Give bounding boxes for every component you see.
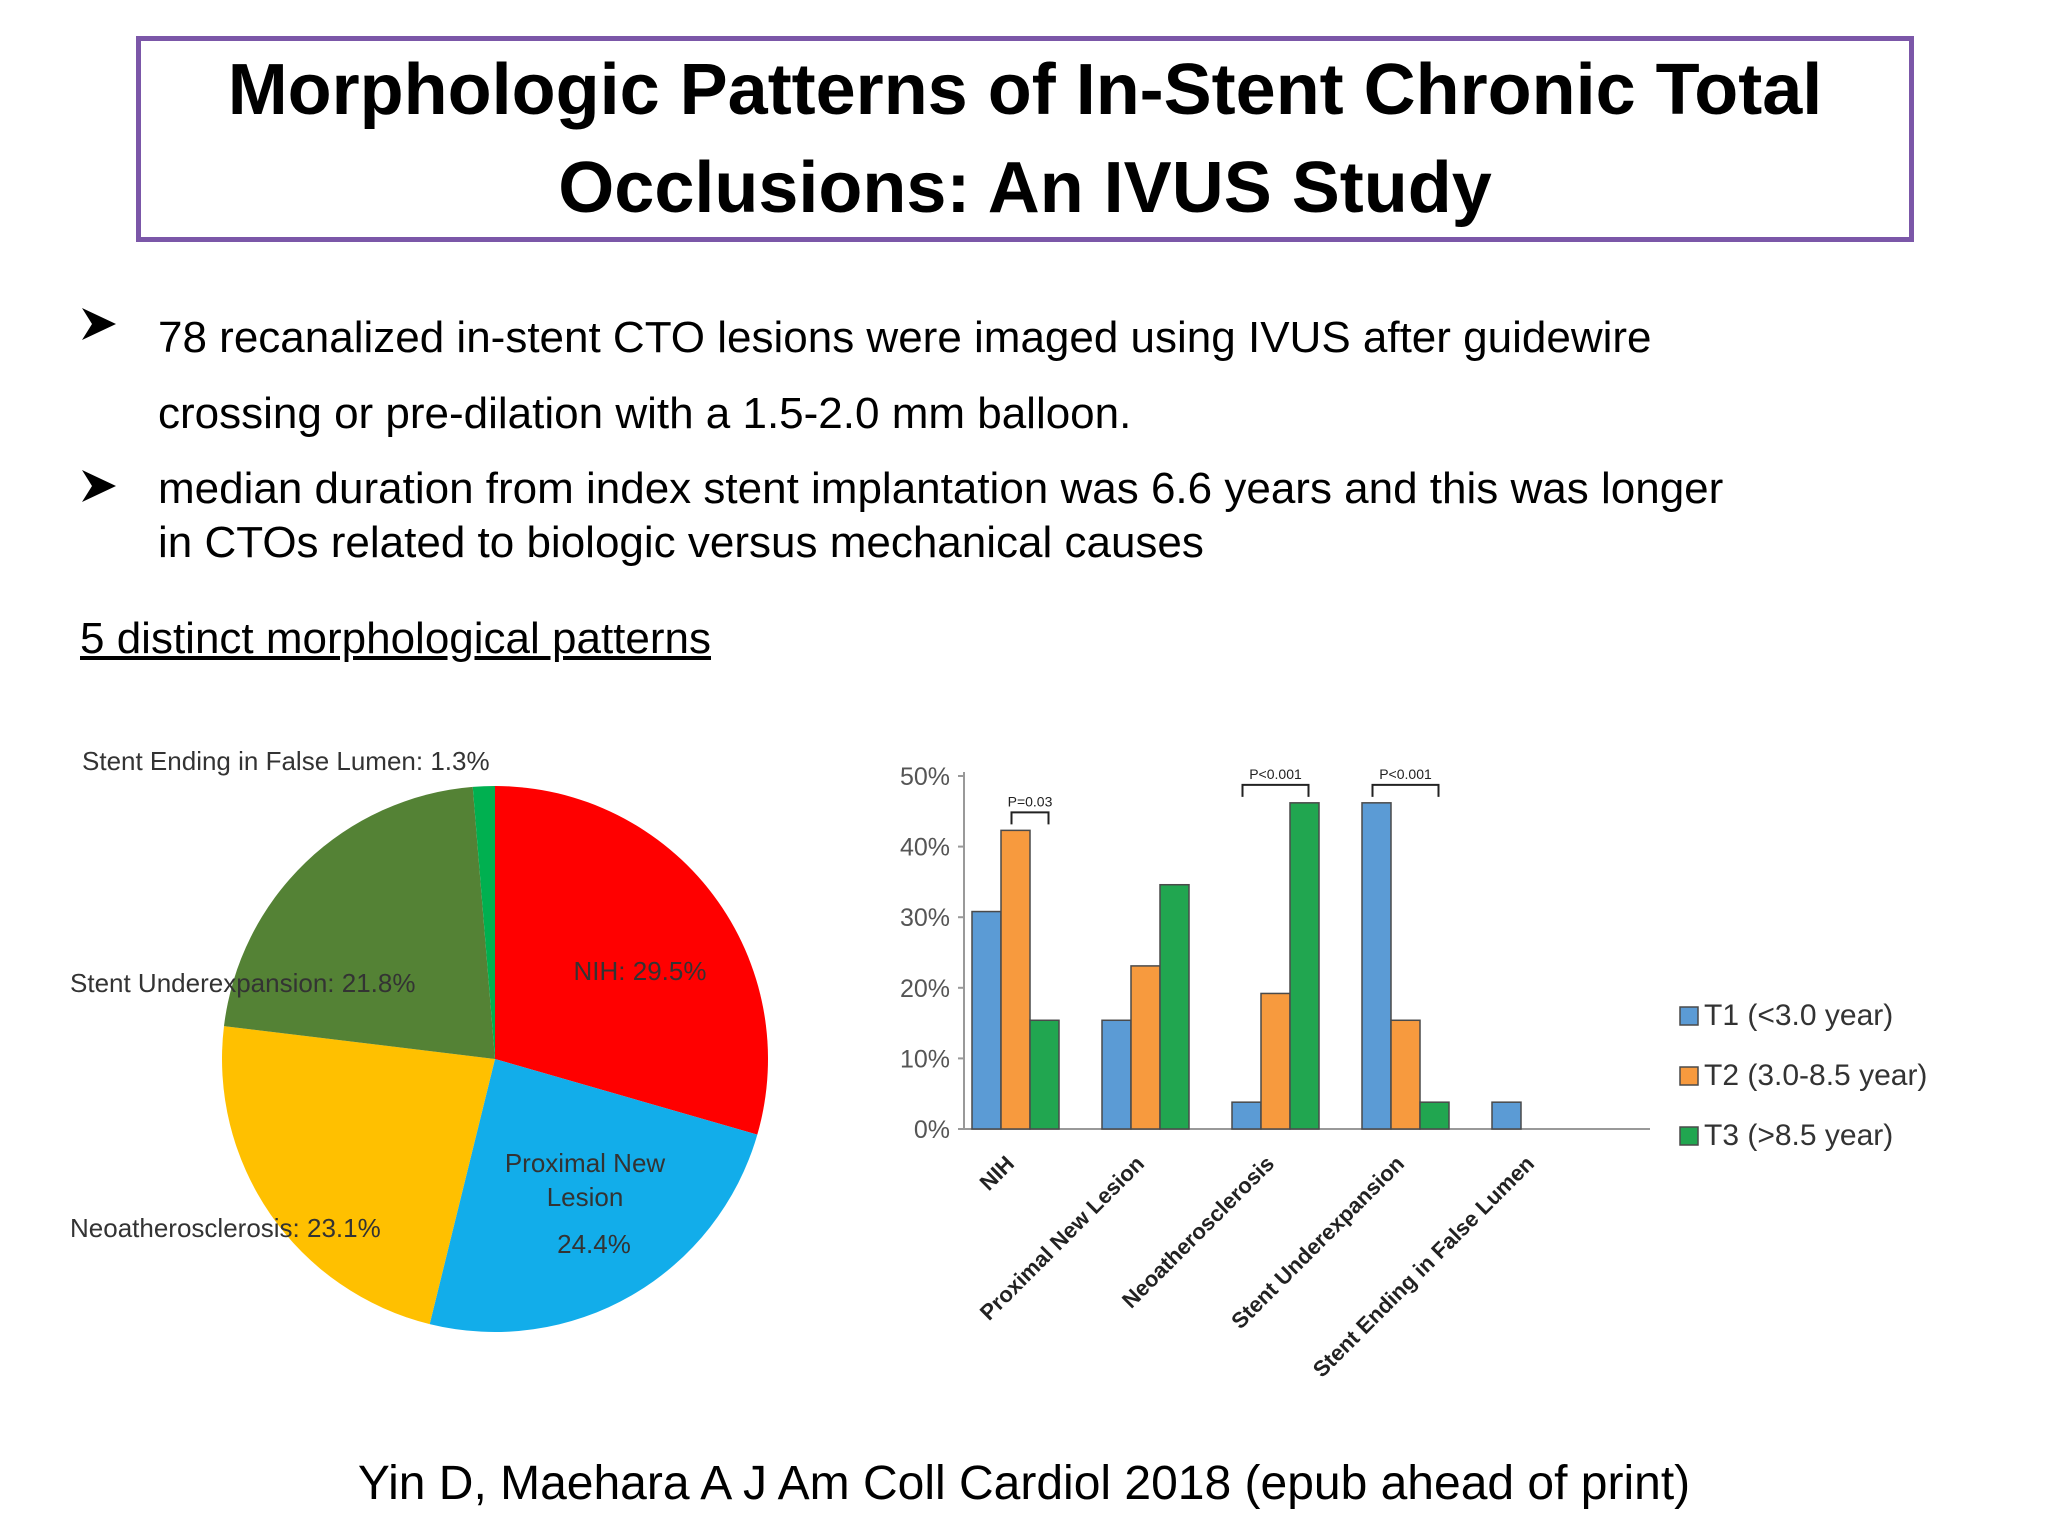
bullet-text-line: crossing or pre-dilation with a 1.5-2.0 … <box>158 389 1132 438</box>
pie-slice <box>495 786 769 1135</box>
significance-label: P<0.001 <box>1249 766 1302 782</box>
pie-slice <box>429 1059 758 1332</box>
slice-label-underexpansion: Stent Underexpansion: 21.8% <box>70 968 415 998</box>
significance-label: P<0.001 <box>1379 766 1432 782</box>
pie-chart: NIH: 29.5% Proximal New Lesion 24.4% Neoathe… <box>70 746 769 1332</box>
bar <box>1231 1101 1262 1130</box>
bar <box>1289 802 1320 1130</box>
bar <box>1029 1019 1060 1130</box>
significance-bracket <box>1010 811 1050 825</box>
slice-label-proximal-line2: Lesion <box>547 1182 624 1212</box>
pie-slice <box>221 1026 495 1325</box>
legend-label: T3 (>8.5 year) <box>1704 1119 1893 1152</box>
legend-swatch <box>1679 1066 1699 1086</box>
bar <box>1130 965 1161 1130</box>
legend-swatch <box>1679 1126 1699 1146</box>
slide-title-line-1: Morphologic Patterns of In-Stent Chronic… <box>227 50 1823 130</box>
significance-bracket <box>1241 783 1310 797</box>
bullet-text-line: median duration from index stent implant… <box>158 464 1724 513</box>
arrowhead-bullet-icon <box>82 470 116 502</box>
bar <box>1000 829 1031 1130</box>
y-tick-label: 10% <box>900 1045 950 1073</box>
bullet-text-line: in CTOs related to biologic versus mecha… <box>158 518 1204 567</box>
pie-slice <box>223 786 495 1059</box>
y-tick-label: 20% <box>900 975 950 1003</box>
citation: Yin D, Maehara A J Am Coll Cardiol 2018 … <box>357 1457 1691 1510</box>
x-tick-label: NIH <box>975 1151 1019 1195</box>
significance-label: P=0.03 <box>1008 793 1053 809</box>
slice-value-proximal: 24.4% <box>557 1229 631 1259</box>
bar <box>971 910 1002 1130</box>
bar <box>1260 992 1291 1130</box>
bar <box>1390 1019 1421 1130</box>
legend-label: T2 (3.0-8.5 year) <box>1704 1059 1927 1092</box>
pie-slice <box>472 786 495 1059</box>
x-tick-label: Stent Ending in False Lumen <box>1308 1151 1539 1382</box>
bar <box>1101 1019 1132 1130</box>
bar <box>1491 1101 1522 1130</box>
legend-label: T1 (<3.0 year) <box>1704 999 1893 1032</box>
bullet-item: 78 recanalized in-stent CTO lesions were… <box>80 300 1980 452</box>
title-box: Morphologic Patterns of In-Stent Chronic… <box>136 36 1914 242</box>
slide-title-line-2: Occlusions: An IVUS Study <box>558 148 1492 228</box>
bar <box>1159 883 1190 1130</box>
slice-label-nih: NIH: 29.5% <box>574 956 707 986</box>
slice-label-proximal-line1: Proximal New <box>505 1148 666 1178</box>
slice-label-neoatherosclerosis: Neoatherosclerosis: 23.1% <box>70 1213 381 1243</box>
y-tick-label: 50% <box>900 763 950 791</box>
bullet-list: 78 recanalized in-stent CTO lesions were… <box>80 300 1980 570</box>
arrowhead-bullet-icon <box>82 308 116 340</box>
y-tick-label: 40% <box>900 834 950 862</box>
y-tick-label: 30% <box>900 904 950 932</box>
significance-bracket <box>1371 783 1440 797</box>
bullet-text-line: 78 recanalized in-stent CTO lesions were… <box>158 313 1652 362</box>
slice-label-false-lumen: Stent Ending in False Lumen: 1.3% <box>82 746 490 776</box>
bullet-item: median duration from index stent implant… <box>80 462 1980 570</box>
section-heading: 5 distinct morphological patterns <box>80 614 711 663</box>
y-tick-label: 0% <box>914 1116 950 1144</box>
bar <box>1361 802 1392 1130</box>
legend-swatch <box>1679 1006 1699 1026</box>
bar <box>1419 1101 1450 1130</box>
